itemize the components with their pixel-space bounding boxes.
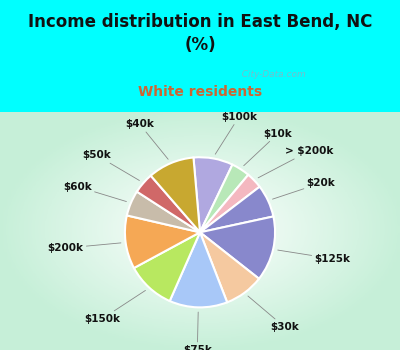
Wedge shape — [200, 187, 273, 232]
Wedge shape — [137, 176, 200, 232]
Wedge shape — [134, 232, 200, 301]
Text: $200k: $200k — [48, 243, 121, 253]
Text: $100k: $100k — [215, 112, 257, 154]
Wedge shape — [200, 216, 275, 279]
Wedge shape — [194, 157, 232, 232]
Wedge shape — [200, 164, 248, 232]
Wedge shape — [127, 192, 200, 232]
Text: $20k: $20k — [272, 178, 335, 199]
Text: $75k: $75k — [183, 312, 212, 350]
Text: Income distribution in East Bend, NC
(%): Income distribution in East Bend, NC (%) — [28, 14, 372, 54]
Text: $10k: $10k — [244, 128, 292, 166]
Wedge shape — [151, 158, 200, 232]
Wedge shape — [125, 215, 200, 268]
Text: City-Data.com: City-Data.com — [236, 70, 306, 79]
Wedge shape — [200, 175, 260, 232]
Text: $40k: $40k — [125, 119, 168, 159]
Text: $30k: $30k — [248, 296, 298, 332]
Text: $60k: $60k — [63, 182, 126, 202]
Text: White residents: White residents — [138, 85, 262, 99]
Text: $50k: $50k — [82, 150, 140, 181]
Text: $125k: $125k — [278, 250, 350, 264]
Wedge shape — [200, 232, 259, 302]
Wedge shape — [170, 232, 227, 307]
Text: > $200k: > $200k — [258, 146, 333, 178]
Text: $150k: $150k — [84, 290, 146, 324]
